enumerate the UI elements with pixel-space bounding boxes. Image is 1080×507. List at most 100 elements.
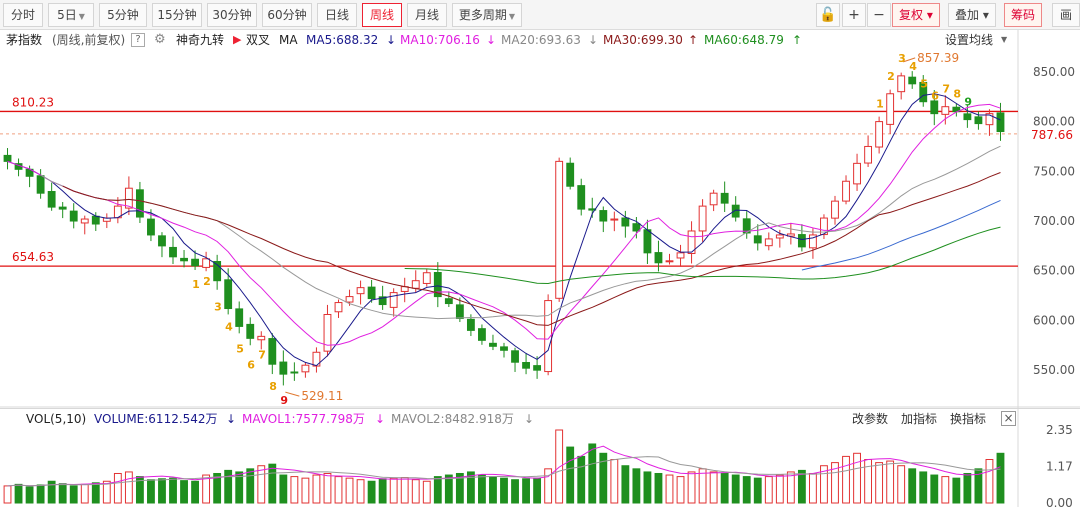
candle-body	[886, 93, 895, 125]
close-icon[interactable]: ×	[1001, 411, 1016, 426]
nine-turn-number: 7	[258, 348, 266, 361]
volume-bar	[69, 485, 78, 504]
candle-body	[58, 206, 67, 210]
nine-turn-number: 4	[909, 60, 917, 73]
zoom-in-button[interactable]: +	[842, 3, 866, 27]
chips-button[interactable]: 筹码	[1004, 3, 1043, 27]
fuquan-button[interactable]: 复权 ▾	[892, 3, 940, 27]
candle-body	[489, 342, 497, 347]
volume-bar	[522, 478, 530, 504]
volume-bar	[996, 452, 1005, 504]
ma-settings-button[interactable]: 设置均线	[945, 33, 994, 47]
volume-bar	[941, 476, 950, 504]
add-indicator-button[interactable]: 加指标	[901, 412, 938, 426]
draw-line-button[interactable]: 画线	[1052, 3, 1080, 27]
ma-indicator-bar: 茅指数 (周线,前复权) ? ⚙ 神奇九转 ▶ 双叉 MA MA5:688.32…	[0, 30, 1080, 50]
ma10-arrow: ↓	[486, 33, 497, 47]
tab-6[interactable]: 日线	[317, 3, 357, 27]
volume-bar	[257, 465, 266, 504]
volume-bar	[511, 479, 519, 504]
nine-turn-number: 6	[247, 358, 255, 371]
volume-bar	[323, 472, 332, 504]
mavol2-value: MAVOL2:8482.918万	[391, 412, 514, 426]
volume-bar	[908, 468, 917, 504]
volume-bar	[985, 459, 994, 504]
ma10-value: MA10:706.16	[400, 33, 480, 47]
candle-body	[180, 257, 188, 262]
signal-name[interactable]: 神奇九转	[176, 33, 225, 47]
volume-bar	[820, 465, 828, 504]
candle-body	[301, 364, 310, 373]
candle-body	[257, 335, 266, 341]
candle-body	[720, 192, 729, 204]
change-params-button[interactable]: 改参数	[852, 412, 889, 426]
candle-body	[158, 235, 166, 247]
candle-body	[709, 192, 718, 206]
candle-body	[345, 296, 354, 303]
price-tick-label: 700.00	[1033, 214, 1075, 228]
volume-bar	[290, 476, 299, 504]
candle-body	[654, 252, 663, 264]
ma5-arrow: ↓	[386, 33, 397, 47]
volume-bar	[643, 471, 652, 504]
tab-label: 分时	[10, 8, 35, 22]
tab-2[interactable]: 5分钟	[99, 3, 147, 27]
candle-body	[202, 258, 211, 268]
support-line-label: 654.63	[12, 250, 54, 264]
tab-8[interactable]: 月线	[407, 3, 447, 27]
nine-turn-number: 8	[953, 88, 961, 101]
tab-5[interactable]: 60分钟	[262, 3, 312, 27]
chevron-down-icon[interactable]: ▼	[1001, 35, 1008, 44]
ma30-value: MA30:699.30	[603, 33, 683, 47]
candle-body	[522, 362, 530, 369]
volume-bar	[577, 455, 586, 504]
tab-label: 周线	[369, 8, 394, 22]
candle-body	[842, 180, 850, 202]
overlay-button[interactable]: 叠加 ▾	[948, 3, 996, 27]
support-line-label: 810.23	[12, 95, 54, 109]
volume-bar	[478, 474, 486, 504]
candle-body	[279, 361, 288, 375]
volume-bar	[930, 474, 939, 504]
tab-9[interactable]: 更多周期 ▼	[452, 3, 522, 27]
tab-0[interactable]: 分时	[3, 3, 43, 27]
volume-bar	[180, 480, 188, 504]
candle-body	[555, 160, 564, 299]
tab-1[interactable]: 5日 ▼	[48, 3, 94, 27]
volume-bar	[169, 477, 177, 504]
candle-body	[764, 238, 773, 247]
gear-icon[interactable]: ⚙	[154, 32, 166, 47]
ma-label: MA	[279, 33, 298, 47]
candle-body	[577, 185, 586, 210]
price-tick-label: 600.00	[1033, 313, 1075, 327]
candle-body	[985, 113, 994, 126]
candle-body	[213, 261, 222, 282]
price-tick-label: 650.00	[1033, 264, 1075, 278]
volume-bar	[202, 474, 211, 504]
volume-bar	[378, 478, 387, 504]
volume-bar	[191, 480, 199, 504]
nine-turn-number: 2	[203, 275, 211, 288]
zoom-out-button[interactable]: −	[867, 3, 891, 27]
volume-bar	[400, 477, 409, 504]
candle-body	[466, 318, 475, 331]
nine-turn-number: 1	[192, 278, 200, 291]
tab-4[interactable]: 30分钟	[207, 3, 257, 27]
candle-body	[246, 323, 255, 339]
tab-label: 月线	[414, 8, 439, 22]
volume-bar	[268, 463, 277, 504]
tab-7[interactable]: 周线	[362, 3, 402, 27]
tab-label: 日线	[324, 8, 349, 22]
candle-body	[91, 215, 100, 225]
candle-body	[566, 162, 575, 187]
ma60-line	[404, 226, 1001, 285]
candle-body	[334, 302, 343, 313]
tab-3[interactable]: 15分钟	[152, 3, 202, 27]
help-icon[interactable]: ?	[131, 33, 145, 47]
swap-indicator-button[interactable]: 换指标	[950, 412, 987, 426]
volume-bar	[720, 472, 729, 504]
lock-icon[interactable]: 🔓	[816, 3, 840, 27]
candle-body	[389, 292, 398, 308]
high-marker	[903, 57, 916, 63]
